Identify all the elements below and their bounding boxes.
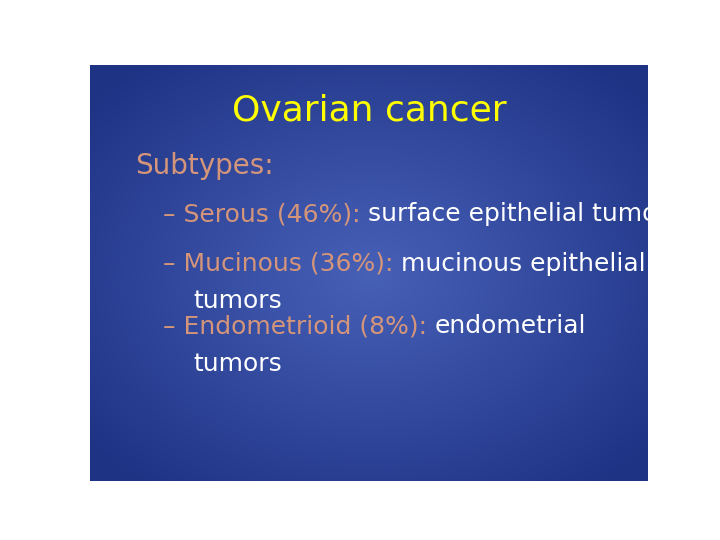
Text: – Mucinous (36%):: – Mucinous (36%):: [163, 252, 401, 276]
Text: mucinous epithelial: mucinous epithelial: [401, 252, 646, 276]
Text: surface epithelial tumors: surface epithelial tumors: [368, 202, 681, 226]
Text: endometrial: endometrial: [435, 314, 586, 338]
Text: tumors: tumors: [193, 289, 282, 313]
Text: – Serous (46%):: – Serous (46%):: [163, 202, 368, 226]
Text: Ovarian cancer: Ovarian cancer: [232, 94, 506, 128]
Text: Subtypes:: Subtypes:: [135, 152, 274, 180]
Text: – Endometrioid (8%):: – Endometrioid (8%):: [163, 314, 435, 338]
Text: tumors: tumors: [193, 352, 282, 376]
